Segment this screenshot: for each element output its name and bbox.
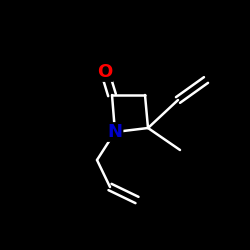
Text: N: N bbox=[108, 123, 122, 141]
Text: O: O bbox=[98, 63, 112, 81]
